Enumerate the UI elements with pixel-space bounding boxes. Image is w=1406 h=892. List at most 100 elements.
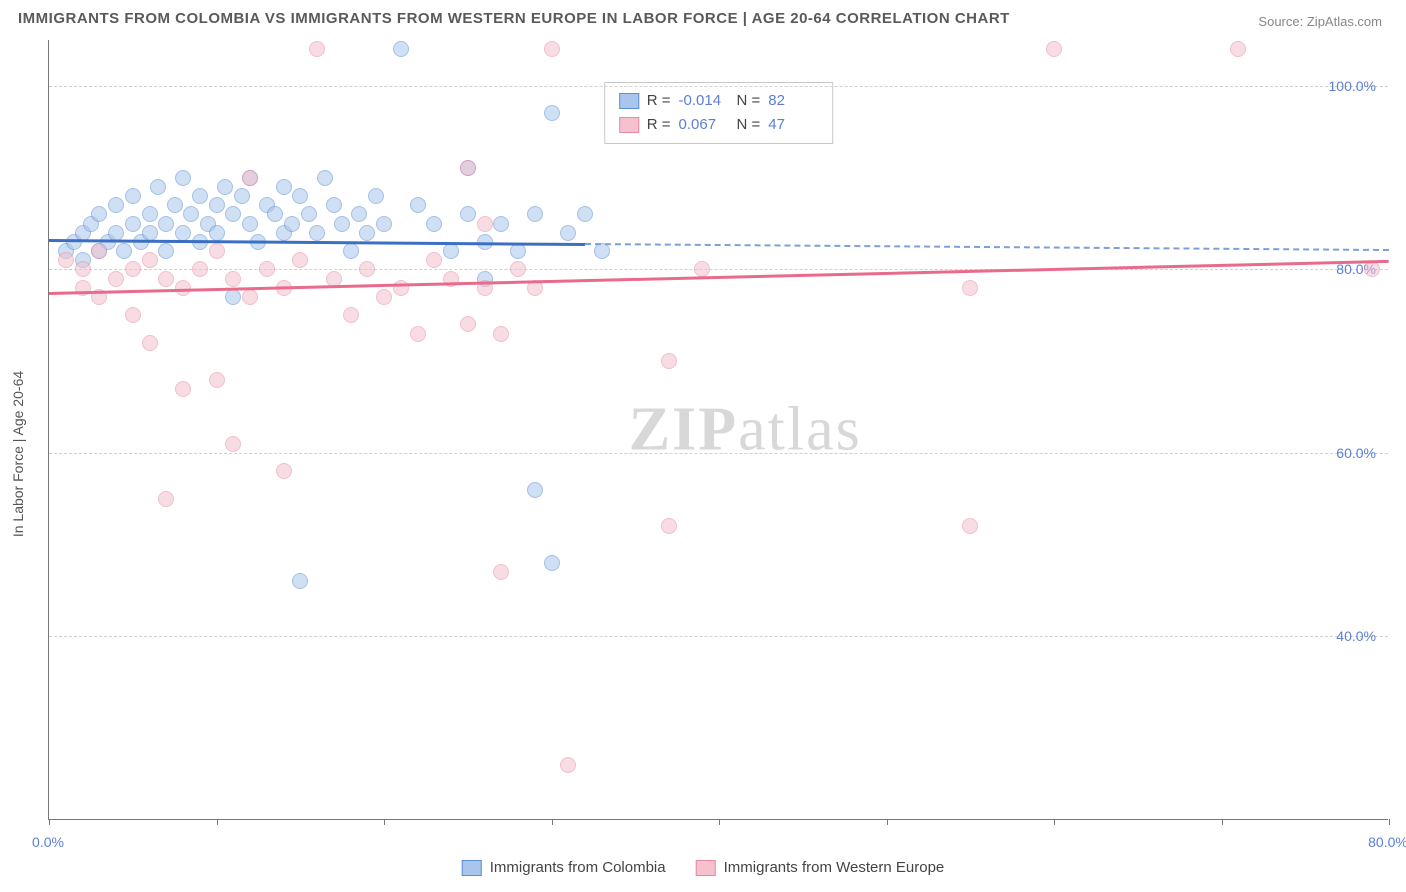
r-label-2: R =	[647, 113, 671, 137]
data-point	[91, 206, 107, 222]
data-point	[192, 261, 208, 277]
data-point	[108, 197, 124, 213]
data-point	[276, 179, 292, 195]
data-point	[460, 206, 476, 222]
legend-label-2: Immigrants from Western Europe	[724, 859, 945, 876]
data-point	[351, 206, 367, 222]
data-point	[334, 216, 350, 232]
data-point	[217, 179, 233, 195]
y-axis-label: In Labor Force | Age 20-64	[10, 371, 26, 537]
x-tick	[384, 819, 385, 825]
data-point	[510, 243, 526, 259]
data-point	[142, 252, 158, 268]
data-point	[661, 518, 677, 534]
n-label-2: N =	[737, 113, 761, 137]
n-label-1: N =	[737, 89, 761, 113]
x-tick	[217, 819, 218, 825]
r-label-1: R =	[647, 89, 671, 113]
data-point	[661, 353, 677, 369]
legend-swatch-2	[696, 860, 716, 876]
data-point	[167, 197, 183, 213]
x-tick	[1054, 819, 1055, 825]
data-point	[242, 289, 258, 305]
data-point	[142, 335, 158, 351]
swatch-series-1	[619, 93, 639, 109]
x-tick	[887, 819, 888, 825]
r-value-2: 0.067	[679, 113, 729, 137]
trend-line	[49, 260, 1389, 295]
data-point	[694, 261, 710, 277]
data-point	[962, 518, 978, 534]
data-point	[225, 206, 241, 222]
data-point	[376, 289, 392, 305]
data-point	[544, 105, 560, 121]
data-point	[376, 216, 392, 232]
data-point	[460, 160, 476, 176]
legend-label-1: Immigrants from Colombia	[490, 859, 666, 876]
y-tick-label: 60.0%	[1336, 445, 1376, 461]
y-tick-label: 100.0%	[1329, 78, 1376, 94]
data-point	[393, 280, 409, 296]
data-point	[225, 271, 241, 287]
data-point	[359, 261, 375, 277]
gridline	[49, 86, 1388, 87]
data-point	[183, 206, 199, 222]
data-point	[1230, 41, 1246, 57]
data-point	[142, 206, 158, 222]
stats-box: R = -0.014 N = 82 R = 0.067 N = 47	[604, 82, 834, 144]
data-point	[209, 243, 225, 259]
bottom-legend: Immigrants from Colombia Immigrants from…	[462, 859, 945, 876]
x-tick	[1389, 819, 1390, 825]
data-point	[1046, 41, 1062, 57]
data-point	[125, 261, 141, 277]
source-value: ZipAtlas.com	[1307, 14, 1382, 29]
chart-title: IMMIGRANTS FROM COLOMBIA VS IMMIGRANTS F…	[18, 10, 1010, 27]
data-point	[125, 307, 141, 323]
legend-item-1: Immigrants from Colombia	[462, 859, 666, 876]
data-point	[477, 216, 493, 232]
data-point	[544, 555, 560, 571]
data-point	[259, 261, 275, 277]
data-point	[544, 41, 560, 57]
data-point	[527, 206, 543, 222]
data-point	[108, 225, 124, 241]
data-point	[426, 252, 442, 268]
data-point	[594, 243, 610, 259]
source-attribution: Source: ZipAtlas.com	[1258, 14, 1382, 29]
data-point	[317, 170, 333, 186]
gridline	[49, 269, 1388, 270]
n-value-1: 82	[768, 89, 818, 113]
data-point	[158, 271, 174, 287]
data-point	[75, 261, 91, 277]
data-point	[410, 197, 426, 213]
data-point	[175, 225, 191, 241]
data-point	[225, 289, 241, 305]
data-point	[460, 316, 476, 332]
data-point	[192, 188, 208, 204]
data-point	[225, 436, 241, 452]
data-point	[209, 197, 225, 213]
data-point	[125, 216, 141, 232]
data-point	[284, 216, 300, 232]
data-point	[91, 243, 107, 259]
trend-line-dashed	[585, 243, 1389, 251]
data-point	[116, 243, 132, 259]
data-point	[242, 216, 258, 232]
data-point	[234, 188, 250, 204]
data-point	[158, 243, 174, 259]
data-point	[443, 243, 459, 259]
data-point	[58, 252, 74, 268]
data-point	[527, 482, 543, 498]
x-tick-label: 0.0%	[32, 834, 64, 850]
data-point	[276, 463, 292, 479]
data-point	[142, 225, 158, 241]
data-point	[962, 280, 978, 296]
data-point	[309, 41, 325, 57]
data-point	[175, 381, 191, 397]
data-point	[368, 188, 384, 204]
data-point	[292, 252, 308, 268]
data-point	[510, 261, 526, 277]
source-label: Source:	[1258, 14, 1303, 29]
data-point	[410, 326, 426, 342]
data-point	[343, 243, 359, 259]
